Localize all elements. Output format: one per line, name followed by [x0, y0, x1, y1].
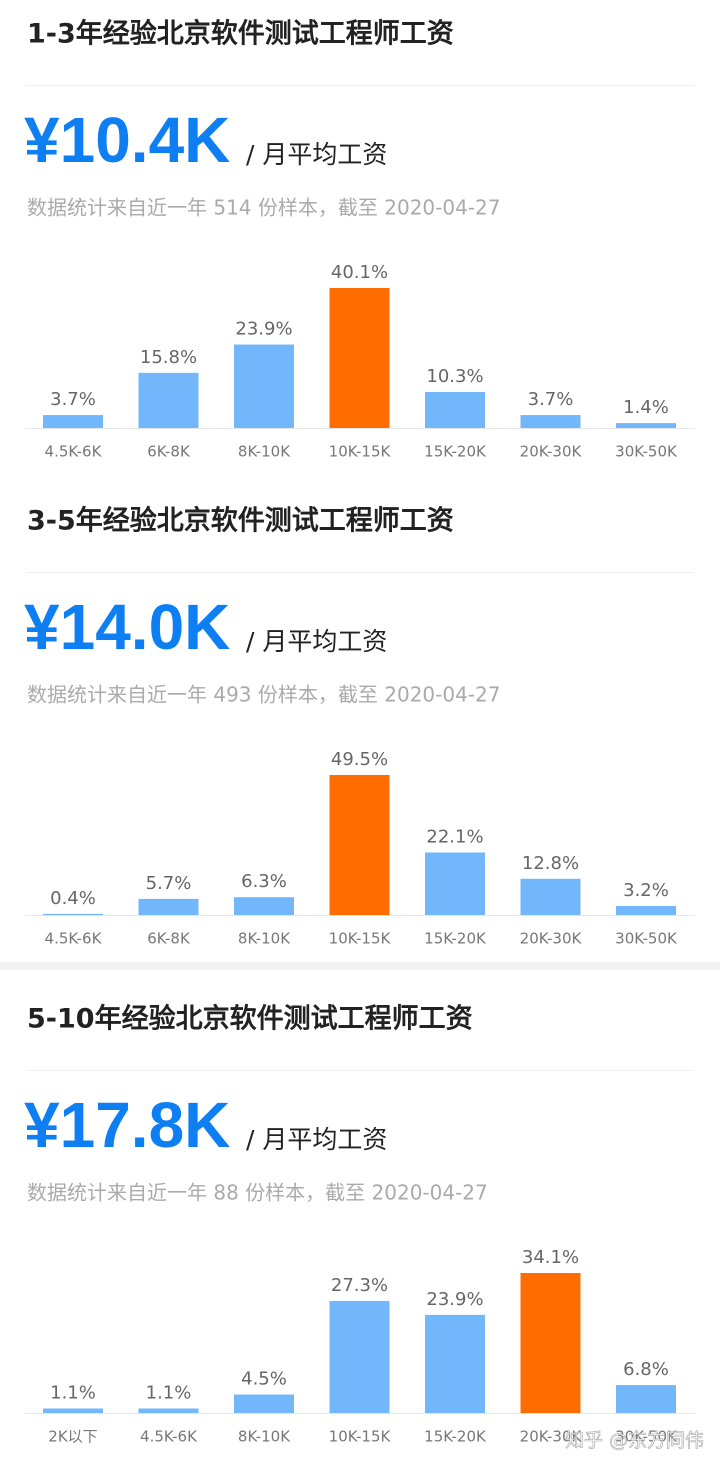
- value-label: 10.3%: [426, 366, 483, 387]
- bar: [520, 878, 581, 915]
- value-label: 27.3%: [331, 1275, 388, 1296]
- value-label: 23.9%: [426, 1289, 483, 1310]
- bar: [43, 415, 103, 428]
- bar: [234, 897, 294, 915]
- section-divider: [0, 962, 720, 970]
- value-label: 3.2%: [623, 880, 669, 901]
- sample-note: 数据统计来自近一年 514 份样本，截至 2020-04-27: [27, 196, 500, 220]
- value-label: 15.8%: [140, 347, 197, 368]
- category-label: 8K-10K: [238, 1428, 291, 1446]
- bar: [520, 415, 581, 428]
- category-label: 10K-15K: [329, 1428, 392, 1446]
- category-label: 30K-50K: [615, 1428, 678, 1446]
- value-label: 6.3%: [241, 871, 287, 892]
- category-label: 20K-30K: [520, 1428, 583, 1446]
- value-label: 6.8%: [623, 1359, 669, 1380]
- value-label: 5.7%: [146, 873, 192, 894]
- category-label: 6K-8K: [147, 443, 191, 461]
- watermark: 知乎 @东方同伟: [565, 1430, 704, 1452]
- value-label: 3.7%: [50, 389, 96, 410]
- average-salary-suffix: / 月平均工资: [246, 140, 387, 169]
- bar: [425, 392, 485, 428]
- category-label: 8K-10K: [238, 443, 291, 461]
- bar: [138, 898, 199, 915]
- value-label: 49.5%: [331, 749, 388, 770]
- average-salary: ¥10.4K: [24, 104, 230, 176]
- bar: [616, 1385, 676, 1413]
- value-label: 0.4%: [50, 888, 96, 909]
- bar: [329, 775, 390, 915]
- sample-note: 数据统计来自近一年 88 份样本，截至 2020-04-27: [27, 1181, 488, 1205]
- bar: [234, 344, 294, 428]
- bar: [43, 913, 103, 915]
- bar: [616, 423, 676, 428]
- value-label: 23.9%: [235, 319, 292, 340]
- bar: [138, 1408, 199, 1413]
- bar: [329, 1300, 390, 1413]
- category-label: 10K-15K: [329, 443, 392, 461]
- category-label: 30K-50K: [615, 443, 678, 461]
- bar: [329, 288, 390, 428]
- value-label: 1.1%: [50, 1382, 96, 1403]
- chart-title: 3-5年经验北京软件测试工程师工资: [27, 505, 454, 537]
- bar: [43, 1408, 103, 1413]
- bar: [138, 372, 199, 428]
- average-salary: ¥17.8K: [24, 1089, 230, 1161]
- sample-note: 数据统计来自近一年 493 份样本，截至 2020-04-27: [27, 683, 500, 707]
- average-salary: ¥14.0K: [24, 591, 230, 663]
- category-label: 10K-15K: [329, 930, 392, 948]
- chart-title: 1-3年经验北京软件测试工程师工资: [27, 18, 454, 50]
- value-label: 12.8%: [522, 853, 579, 874]
- category-label: 8K-10K: [238, 930, 291, 948]
- category-label: 20K-30K: [520, 443, 583, 461]
- value-label: 1.4%: [623, 397, 669, 418]
- category-label: 15K-20K: [424, 1428, 487, 1446]
- category-label: 20K-30K: [520, 930, 583, 948]
- value-label: 40.1%: [331, 262, 388, 283]
- category-label: 6K-8K: [147, 930, 191, 948]
- category-label: 4.5K-6K: [45, 443, 103, 461]
- value-label: 4.5%: [241, 1369, 287, 1390]
- value-label: 1.1%: [146, 1382, 192, 1403]
- bar: [234, 1394, 294, 1413]
- category-label: 15K-20K: [424, 443, 487, 461]
- bar: [520, 1273, 581, 1413]
- value-label: 3.7%: [528, 389, 574, 410]
- chart-title: 5-10年经验北京软件测试工程师工资: [27, 1003, 473, 1035]
- value-label: 22.1%: [426, 826, 483, 847]
- bar: [425, 1314, 485, 1413]
- bar: [616, 905, 676, 915]
- category-label: 15K-20K: [424, 930, 487, 948]
- average-salary-suffix: / 月平均工资: [246, 627, 387, 656]
- category-label: 2K以下: [48, 1428, 97, 1446]
- category-label: 4.5K-6K: [45, 930, 103, 948]
- value-label: 34.1%: [522, 1247, 579, 1268]
- category-label: 4.5K-6K: [140, 1428, 198, 1446]
- average-salary-suffix: / 月平均工资: [246, 1125, 387, 1154]
- bar: [425, 852, 485, 915]
- category-label: 30K-50K: [615, 930, 678, 948]
